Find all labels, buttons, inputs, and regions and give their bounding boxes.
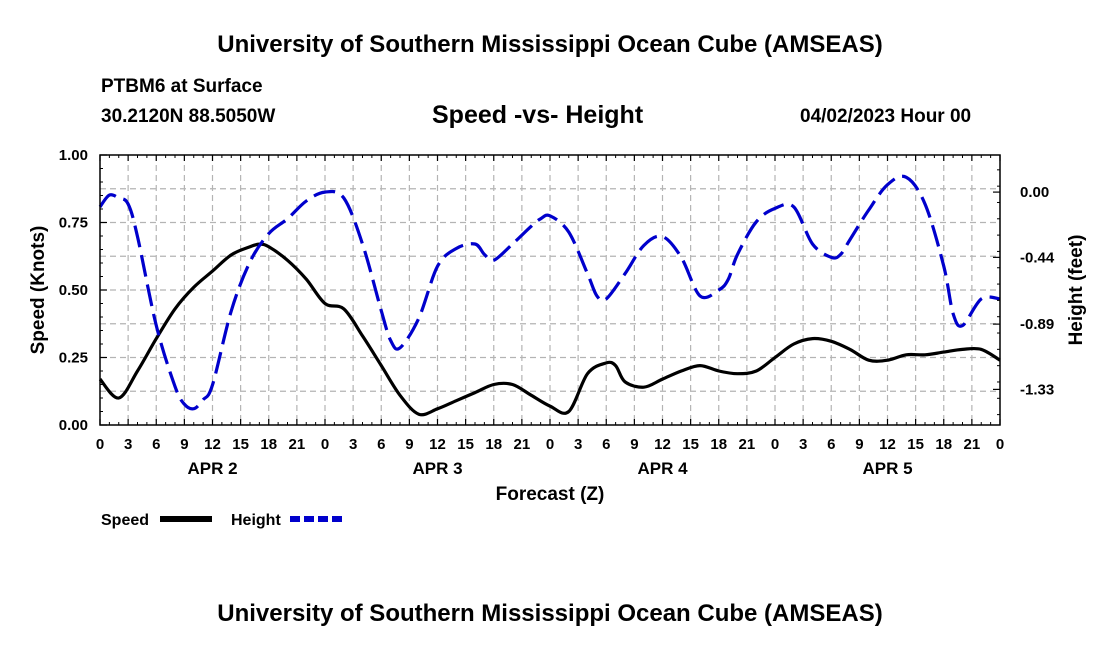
y-tick-label-right: 0.00 bbox=[1020, 184, 1049, 201]
speed-series-line bbox=[98, 242, 1001, 417]
x-tick-label: 6 bbox=[602, 436, 610, 453]
x-tick-label: 6 bbox=[377, 436, 385, 453]
station-label: PTBM6 at Surface bbox=[101, 76, 263, 97]
x-tick-label: 12 bbox=[204, 436, 221, 453]
chart-header-title: University of Southern Mississippi Ocean… bbox=[217, 31, 883, 58]
x-tick-label: 15 bbox=[232, 436, 249, 453]
y-tick-label-left: 1.00 bbox=[59, 147, 88, 164]
x-axis-title: Forecast (Z) bbox=[496, 484, 605, 505]
legend-height-label: Height bbox=[231, 512, 281, 529]
date-label: APR 3 bbox=[412, 459, 462, 478]
chart-footer-title: University of Southern Mississippi Ocean… bbox=[217, 600, 883, 627]
legend: Speed Height bbox=[101, 512, 342, 529]
legend-speed-label: Speed bbox=[101, 512, 149, 529]
chart-title: Speed -vs- Height bbox=[432, 101, 644, 129]
y-tick-label-right: -0.89 bbox=[1020, 316, 1054, 333]
y-axis-title-right: Height (feet) bbox=[1066, 235, 1087, 346]
x-tick-label: 12 bbox=[879, 436, 896, 453]
y-axis-title-left: Speed (Knots) bbox=[28, 226, 49, 355]
x-tick-label: 15 bbox=[457, 436, 474, 453]
x-tick-label: 15 bbox=[907, 436, 924, 453]
x-tick-label: 9 bbox=[180, 436, 188, 453]
x-tick-label: 0 bbox=[546, 436, 554, 453]
x-tick-label: 9 bbox=[630, 436, 638, 453]
axis-labels: 0 3 6 9 12 15 18 21 0 3 6 9 12 15 18 21 0 3 6 9 12 15 18 21 0 3 6 9… bbox=[59, 147, 1055, 478]
x-tick-label: 21 bbox=[964, 436, 981, 453]
x-tick-label: 0 bbox=[96, 436, 104, 453]
x-tick-label: 18 bbox=[485, 436, 502, 453]
x-tick-label: 3 bbox=[124, 436, 132, 453]
x-tick-label: 9 bbox=[855, 436, 863, 453]
date-label: APR 2 bbox=[187, 459, 237, 478]
x-tick-label: 0 bbox=[321, 436, 329, 453]
x-tick-label: 0 bbox=[771, 436, 779, 453]
height-series-line bbox=[98, 174, 1001, 411]
x-tick-label: 21 bbox=[514, 436, 531, 453]
x-tick-label: 3 bbox=[349, 436, 357, 453]
x-tick-label: 18 bbox=[935, 436, 952, 453]
forecast-date-label: 04/02/2023 Hour 00 bbox=[800, 106, 972, 127]
x-tick-label: 3 bbox=[574, 436, 582, 453]
date-label: APR 4 bbox=[637, 459, 688, 478]
x-tick-label: 21 bbox=[739, 436, 756, 453]
x-tick-label: 3 bbox=[799, 436, 807, 453]
y-tick-label-left: 0.50 bbox=[59, 282, 88, 299]
y-tick-label-right: -0.44 bbox=[1020, 249, 1055, 266]
x-tick-label: 18 bbox=[710, 436, 727, 453]
y-tick-label-right: -1.33 bbox=[1020, 381, 1054, 398]
x-tick-label: 9 bbox=[405, 436, 413, 453]
grid-lines bbox=[100, 155, 1000, 425]
x-tick-label: 6 bbox=[152, 436, 160, 453]
y-tick-label-left: 0.25 bbox=[59, 350, 88, 367]
station-coordinates: 30.2120N 88.5050W bbox=[101, 106, 276, 127]
x-tick-label: 12 bbox=[654, 436, 671, 453]
series-lines bbox=[98, 174, 1001, 417]
x-tick-label: 21 bbox=[289, 436, 306, 453]
y-tick-label-left: 0.00 bbox=[59, 417, 88, 434]
x-tick-label: 12 bbox=[429, 436, 446, 453]
x-tick-label: 0 bbox=[996, 436, 1004, 453]
x-tick-label: 6 bbox=[827, 436, 835, 453]
date-label: APR 5 bbox=[862, 459, 912, 478]
y-tick-label-left: 0.75 bbox=[59, 215, 88, 232]
x-tick-label: 15 bbox=[682, 436, 699, 453]
x-tick-label: 18 bbox=[260, 436, 277, 453]
axis-ticks bbox=[99, 154, 1001, 426]
